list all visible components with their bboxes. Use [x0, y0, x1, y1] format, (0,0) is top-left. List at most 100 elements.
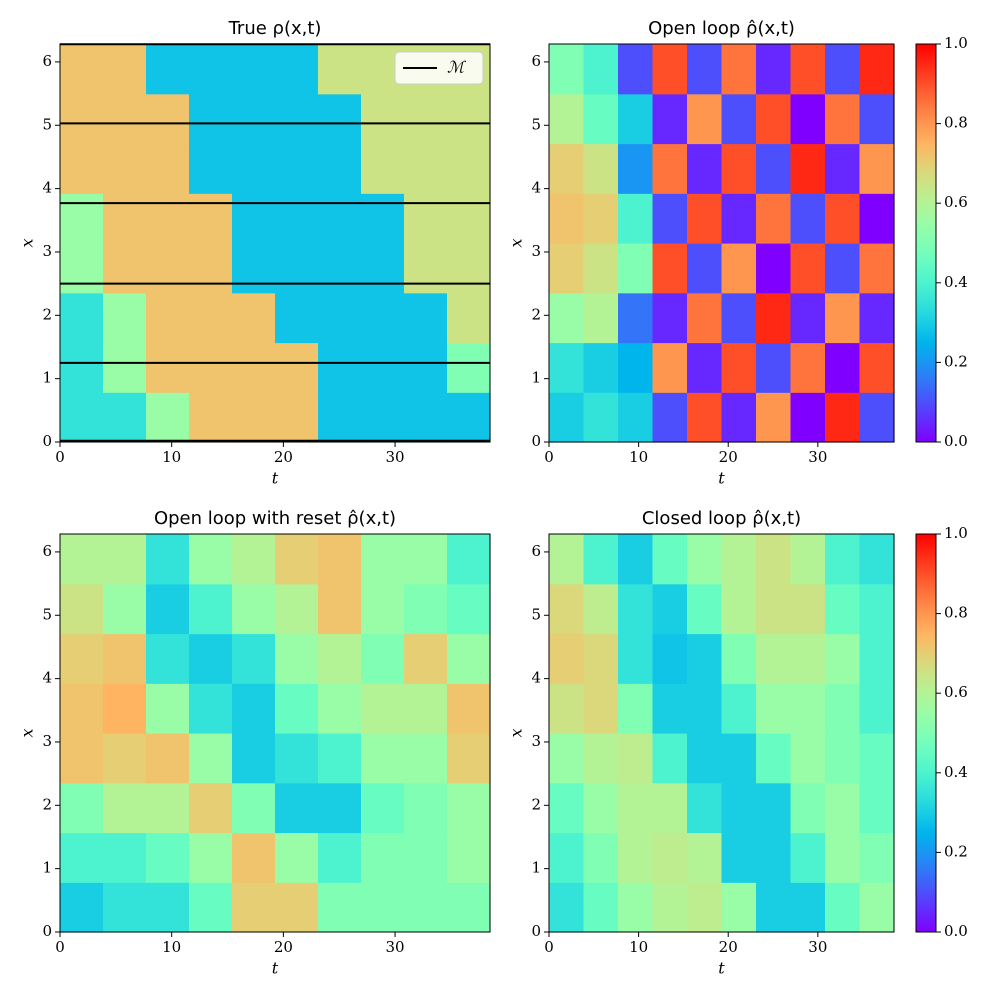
heatmap-cell [859, 243, 895, 294]
heatmap-cell [275, 782, 319, 834]
heatmap-cell [721, 292, 757, 344]
heatmap-cell [275, 392, 319, 443]
heatmap-cell [687, 143, 723, 194]
heatmap-cell [756, 392, 792, 443]
y-tick-label: 4 [531, 669, 541, 687]
heatmap-cell [825, 143, 861, 194]
colorbar-tick-label: 0.8 [944, 604, 968, 622]
heatmap-cell [549, 583, 585, 635]
heatmap-cell [60, 193, 104, 244]
heatmap-cell [618, 832, 654, 883]
heatmap-cell [275, 583, 319, 635]
colorbar-tick-label: 0.0 [944, 922, 968, 940]
heatmap-cell [687, 44, 723, 95]
heatmap-cell [825, 683, 861, 734]
heatmap-cell [825, 782, 861, 834]
heatmap-cell [583, 683, 619, 734]
y-tick-label: 5 [531, 605, 541, 623]
heatmap-cell [103, 292, 147, 344]
heatmap-cell [361, 782, 405, 834]
heatmap-cell [721, 733, 757, 784]
heatmap-cell [103, 143, 147, 194]
heatmap-cell [232, 243, 276, 294]
heatmap-cell [447, 243, 491, 294]
heatmap-cell [583, 243, 619, 294]
heatmap-cell [60, 292, 104, 344]
heatmap-cell [790, 633, 826, 684]
heatmap-cell [721, 243, 757, 294]
heatmap-cell [652, 392, 688, 443]
heatmap-cell [583, 583, 619, 635]
heatmap-cell [447, 392, 491, 443]
y-tick-label: 0 [531, 432, 541, 450]
heatmap-cell [60, 44, 104, 95]
heatmap-cell [103, 193, 147, 244]
colorbar-tick-label: 0.6 [944, 193, 968, 211]
heatmap-cell [189, 683, 233, 734]
heatmap-cell [687, 243, 723, 294]
heatmap-cell [825, 832, 861, 883]
heatmap-cell [404, 882, 448, 933]
heatmap-cell [361, 832, 405, 883]
heatmap-cell [318, 782, 362, 834]
colorbar-tick-label: 1.0 [944, 34, 968, 52]
heatmap-cell [318, 392, 362, 443]
heatmap-cell [756, 342, 792, 393]
chart-title: Open loop with reset ρ̂(x,t) [154, 508, 396, 529]
heatmap-cell [618, 44, 654, 95]
heatmap-cell [687, 633, 723, 684]
y-tick-label: 4 [42, 669, 52, 687]
x-tick-label: 10 [629, 938, 648, 956]
heatmap-cell [404, 93, 448, 145]
heatmap-cell [232, 44, 276, 95]
heatmap-cell [583, 832, 619, 883]
heatmap-cell [404, 534, 448, 585]
colorbar-tick-label: 0.6 [944, 683, 968, 701]
heatmap-cell [859, 193, 895, 244]
heatmap-cell [103, 342, 147, 393]
heatmap-cell [790, 583, 826, 635]
heatmap-cell [790, 392, 826, 443]
x-tick-label: 20 [719, 938, 738, 956]
heatmap-cell [361, 583, 405, 635]
heatmap-cell [318, 342, 362, 393]
heatmap-cell [275, 832, 319, 883]
x-tick-label: 30 [808, 448, 827, 466]
heatmap-cell [60, 93, 104, 145]
heatmap-cell [859, 44, 895, 95]
x-tick-label: 30 [386, 448, 405, 466]
axes-frame [59, 43, 491, 443]
heatmap-cell [825, 392, 861, 443]
heatmap-cell [756, 583, 792, 635]
heatmap-cell [447, 143, 491, 194]
heatmap-cell [146, 44, 190, 95]
heatmap-cell [103, 392, 147, 443]
heatmap-cell [60, 882, 104, 933]
heatmap-cell [618, 683, 654, 734]
heatmap-cell [361, 683, 405, 734]
heatmap-cell [825, 583, 861, 635]
heatmap-cell [103, 44, 147, 95]
axes-frame [548, 43, 895, 443]
heatmap-cell [361, 633, 405, 684]
heatmap-cell [275, 193, 319, 244]
heatmap-cell [189, 882, 233, 933]
x-tick-label: 20 [274, 938, 293, 956]
heatmap-cell [790, 733, 826, 784]
heatmap-cell [756, 882, 792, 933]
heatmap-cell [318, 882, 362, 933]
heatmap-cell [687, 683, 723, 734]
heatmap-cell [790, 193, 826, 244]
heatmap-cell [652, 633, 688, 684]
heatmap-cell [103, 683, 147, 734]
heatmap-cell [549, 683, 585, 734]
heatmap-cell [721, 633, 757, 684]
heatmap-cell [618, 633, 654, 684]
colorbar-tick-label: 0.4 [944, 273, 968, 291]
heatmap-cell [361, 93, 405, 145]
heatmap-cell [652, 683, 688, 734]
y-tick-label: 1 [42, 369, 52, 387]
heatmap-cell [859, 292, 895, 344]
heatmap-cell [721, 392, 757, 443]
heatmap-cell [60, 392, 104, 443]
